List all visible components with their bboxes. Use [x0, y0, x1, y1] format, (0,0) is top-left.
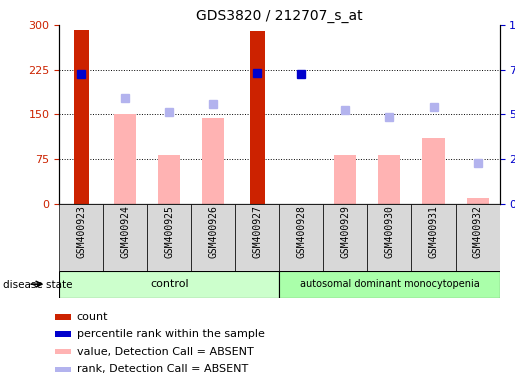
Bar	[280, 204, 323, 271]
Text: value, Detection Call = ABSENT: value, Detection Call = ABSENT	[77, 347, 253, 357]
Text: rank, Detection Call = ABSENT: rank, Detection Call = ABSENT	[77, 364, 248, 374]
Text: autosomal dominant monocytopenia: autosomal dominant monocytopenia	[300, 279, 479, 289]
Bar	[55, 331, 71, 337]
Bar	[323, 204, 367, 271]
Text: GSM400923: GSM400923	[76, 205, 86, 258]
Text: GSM400931: GSM400931	[428, 205, 438, 258]
Bar	[74, 30, 89, 204]
Bar	[379, 155, 401, 204]
Text: GSM400929: GSM400929	[340, 205, 350, 258]
Bar	[202, 118, 225, 204]
Bar	[158, 155, 180, 204]
Bar	[280, 271, 500, 298]
Bar	[147, 204, 192, 271]
Bar	[191, 204, 235, 271]
Bar	[334, 155, 356, 204]
Text: GSM400924: GSM400924	[121, 205, 130, 258]
Bar	[467, 198, 489, 204]
Text: GSM400930: GSM400930	[385, 205, 394, 258]
Bar	[411, 204, 456, 271]
Text: percentile rank within the sample: percentile rank within the sample	[77, 329, 264, 339]
Bar	[55, 349, 71, 354]
Bar	[456, 204, 500, 271]
Title: GDS3820 / 212707_s_at: GDS3820 / 212707_s_at	[196, 8, 363, 23]
Text: GSM400927: GSM400927	[252, 205, 262, 258]
Bar	[250, 31, 265, 204]
Text: GSM400932: GSM400932	[473, 205, 483, 258]
Text: GSM400926: GSM400926	[209, 205, 218, 258]
Bar	[59, 271, 279, 298]
Text: count: count	[77, 312, 108, 322]
Text: GSM400925: GSM400925	[164, 205, 174, 258]
Text: GSM400928: GSM400928	[297, 205, 306, 258]
Bar	[422, 138, 444, 204]
Bar	[367, 204, 411, 271]
Text: disease state: disease state	[3, 280, 72, 290]
Bar	[235, 204, 279, 271]
Bar	[55, 314, 71, 320]
Bar	[59, 204, 103, 271]
Bar	[55, 367, 71, 372]
Bar	[103, 204, 147, 271]
Text: control: control	[150, 279, 188, 289]
Bar	[114, 114, 136, 204]
